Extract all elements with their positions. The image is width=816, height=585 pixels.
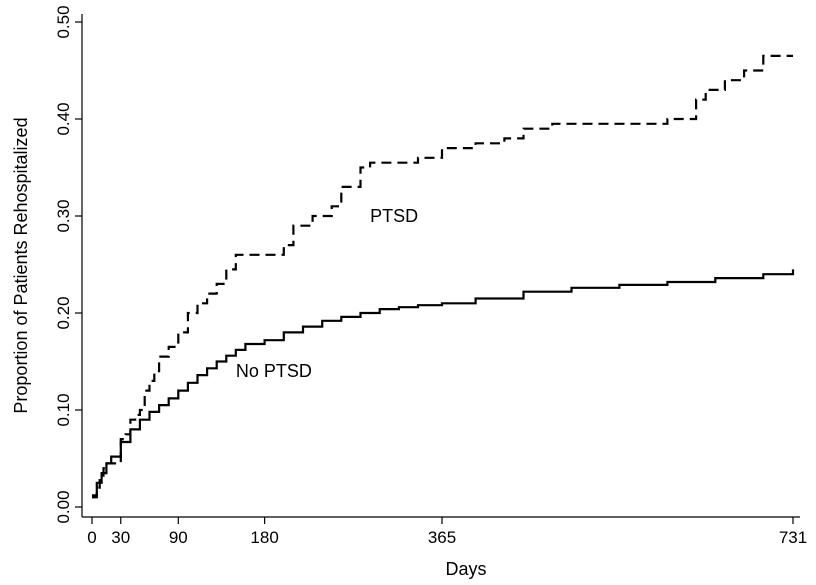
- y-tick-label: 0.10: [54, 393, 73, 426]
- y-tick-label: 0.20: [54, 296, 73, 329]
- x-tick-label: 731: [779, 528, 807, 547]
- series-line-no-ptsd: [92, 269, 795, 497]
- annotation-layer: PTSD No PTSD: [236, 206, 418, 381]
- series-layer: [92, 54, 795, 499]
- y-tick-label: 0.30: [54, 199, 73, 232]
- y-tick-label: 0.50: [54, 5, 73, 38]
- series-line-ptsd: [92, 54, 793, 499]
- y-tick-label: 0.00: [54, 490, 73, 523]
- x-tick-label: 90: [169, 528, 188, 547]
- x-axis-title: Days: [445, 559, 486, 579]
- x-tick-label: 365: [428, 528, 456, 547]
- x-tick-label: 0: [87, 528, 96, 547]
- x-tick-label: 180: [250, 528, 278, 547]
- series-annotation: No PTSD: [236, 361, 312, 381]
- y-tick-label: 0.40: [54, 102, 73, 135]
- series-annotation: PTSD: [370, 206, 418, 226]
- axes: 0.00 0.10 0.20 0.30 0.40 0.50 0 30 90 180 365 731: [54, 5, 807, 547]
- y-axis-title: Proportion of Patients Rehospitalized: [11, 117, 31, 413]
- x-tick-label: 30: [111, 528, 130, 547]
